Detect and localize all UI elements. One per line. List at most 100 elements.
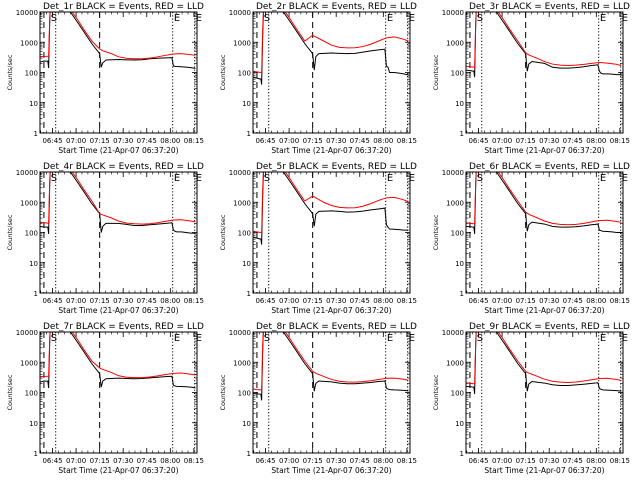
x-tick-label: 07:30 xyxy=(539,297,559,305)
plot-frame xyxy=(39,11,198,134)
marker-label-e: E xyxy=(387,173,393,184)
marker-label-s: S xyxy=(477,13,483,24)
x-tick-label: 08:00 xyxy=(373,137,393,145)
marker-label-e: E xyxy=(622,173,628,184)
y-tick-label: 10 xyxy=(29,100,38,108)
marker-label-e: E xyxy=(600,333,606,344)
x-axis-label: Start Time (21-Apr-07 06:37:20) xyxy=(58,146,178,155)
x-tick-label: 07:15 xyxy=(303,137,323,145)
y-tick-label: 100 xyxy=(25,70,38,78)
chart-panel-8: Det_8r BLACK = Events, RED = LLD 1 10 100 10… xyxy=(213,320,426,480)
x-tick-label: 08:00 xyxy=(586,457,606,465)
x-tick-label: 07:00 xyxy=(492,297,512,305)
chart-title: Det_9r BLACK = Events, RED = LLD xyxy=(469,322,630,332)
series-line-events xyxy=(40,332,196,389)
y-tick-label: 1000 xyxy=(20,199,38,207)
plot-frame xyxy=(252,171,411,294)
x-tick-label: 06:45 xyxy=(255,297,275,305)
x-tick-label: 08:00 xyxy=(373,297,393,305)
x-tick-label: 07:00 xyxy=(66,137,86,145)
x-tick-label: 06:45 xyxy=(42,137,62,145)
y-axis-label: Counts/sec xyxy=(432,374,440,410)
x-tick-label: 07:45 xyxy=(563,297,583,305)
y-tick-label: 1 xyxy=(247,130,251,138)
marker-label-e: E xyxy=(196,13,202,24)
y-tick-label: 1 xyxy=(460,290,464,298)
series-line-events xyxy=(466,172,622,234)
y-tick-label: 1000 xyxy=(233,199,251,207)
x-tick-label: 07:45 xyxy=(137,457,157,465)
x-tick-label: 08:15 xyxy=(610,297,630,305)
x-tick-label: 07:15 xyxy=(516,137,536,145)
series-line-lld xyxy=(40,332,196,379)
x-tick-label: 07:45 xyxy=(137,137,157,145)
y-axis-label: Counts/sec xyxy=(6,214,14,250)
plot-frame xyxy=(465,11,624,134)
plot-frame xyxy=(465,331,624,454)
x-tick-label: 08:00 xyxy=(373,457,393,465)
y-tick-label: 10 xyxy=(242,420,251,428)
x-tick-label: 07:30 xyxy=(326,457,346,465)
y-tick-label: 1000 xyxy=(20,359,38,367)
marker-label-s: S xyxy=(477,333,483,344)
marker-label-s: S xyxy=(477,173,483,184)
y-tick-label: 10000 xyxy=(229,169,251,177)
marker-label-e: E xyxy=(622,333,628,344)
y-tick-label: 100 xyxy=(25,230,38,238)
series-line-lld xyxy=(253,332,409,391)
chart-panel-3: Det_3r BLACK = Events, RED = LLD 1 10 100 10… xyxy=(426,0,639,160)
x-tick-label: 07:00 xyxy=(279,457,299,465)
x-tick-label: 07:00 xyxy=(66,457,86,465)
x-tick-label: 08:00 xyxy=(160,137,180,145)
x-tick-label: 08:15 xyxy=(397,137,417,145)
x-tick-label: 07:15 xyxy=(90,137,110,145)
x-tick-label: 07:15 xyxy=(516,457,536,465)
y-tick-label: 10000 xyxy=(16,9,38,17)
chart-svg: Det_9r BLACK = Events, RED = LLD 1 10 100 10… xyxy=(432,322,630,475)
x-tick-label: 08:00 xyxy=(586,297,606,305)
x-axis-label: Start Time (21-Apr-07 06:37:20) xyxy=(484,146,604,155)
x-tick-label: 07:45 xyxy=(563,137,583,145)
marker-label-s: S xyxy=(264,333,270,344)
chart-title: Det_6r BLACK = Events, RED = LLD xyxy=(469,162,630,172)
marker-label-e: E xyxy=(600,173,606,184)
y-tick-label: 1 xyxy=(247,450,251,458)
y-tick-label: 100 xyxy=(25,390,38,398)
marker-label-s: S xyxy=(51,173,57,184)
series-line-events xyxy=(40,172,196,235)
y-tick-label: 100 xyxy=(451,390,464,398)
chart-title: Det_3r BLACK = Events, RED = LLD xyxy=(469,2,630,12)
x-tick-label: 07:30 xyxy=(539,137,559,145)
marker-label-s: S xyxy=(264,173,270,184)
chart-title: Det_5r BLACK = Events, RED = LLD xyxy=(256,162,417,172)
y-tick-label: 1 xyxy=(460,450,464,458)
series-line-events xyxy=(40,12,196,70)
plot-frame xyxy=(252,331,411,454)
marker-label-e: E xyxy=(196,173,202,184)
x-tick-label: 06:45 xyxy=(42,297,62,305)
series-line-events xyxy=(466,12,622,78)
x-tick-label: 06:45 xyxy=(42,457,62,465)
x-tick-label: 07:15 xyxy=(303,457,323,465)
y-axis-label: Counts/sec xyxy=(432,54,440,90)
chart-panel-5: Det_5r BLACK = Events, RED = LLD 1 10 100 10… xyxy=(213,160,426,320)
x-tick-label: 07:00 xyxy=(66,297,86,305)
x-tick-label: 07:30 xyxy=(326,297,346,305)
series-line-events xyxy=(253,12,409,85)
marker-label-e: E xyxy=(174,333,180,344)
chart-panel-2: Det_2r BLACK = Events, RED = LLD 1 10 100 10… xyxy=(213,0,426,160)
chart-svg: Det_3r BLACK = Events, RED = LLD 1 10 100 10… xyxy=(432,2,630,155)
marker-label-e: E xyxy=(409,13,415,24)
y-tick-label: 100 xyxy=(238,390,251,398)
chart-title: Det_1r BLACK = Events, RED = LLD xyxy=(43,2,204,12)
x-tick-label: 06:45 xyxy=(468,297,488,305)
x-tick-label: 07:30 xyxy=(113,137,133,145)
y-tick-label: 1000 xyxy=(446,359,464,367)
series-line-lld xyxy=(466,172,622,226)
x-tick-label: 07:45 xyxy=(137,297,157,305)
y-axis-label: Counts/sec xyxy=(6,374,14,410)
x-tick-label: 08:15 xyxy=(184,297,204,305)
y-tick-label: 10 xyxy=(455,260,464,268)
x-tick-label: 08:00 xyxy=(160,297,180,305)
plot-frame xyxy=(39,331,198,454)
